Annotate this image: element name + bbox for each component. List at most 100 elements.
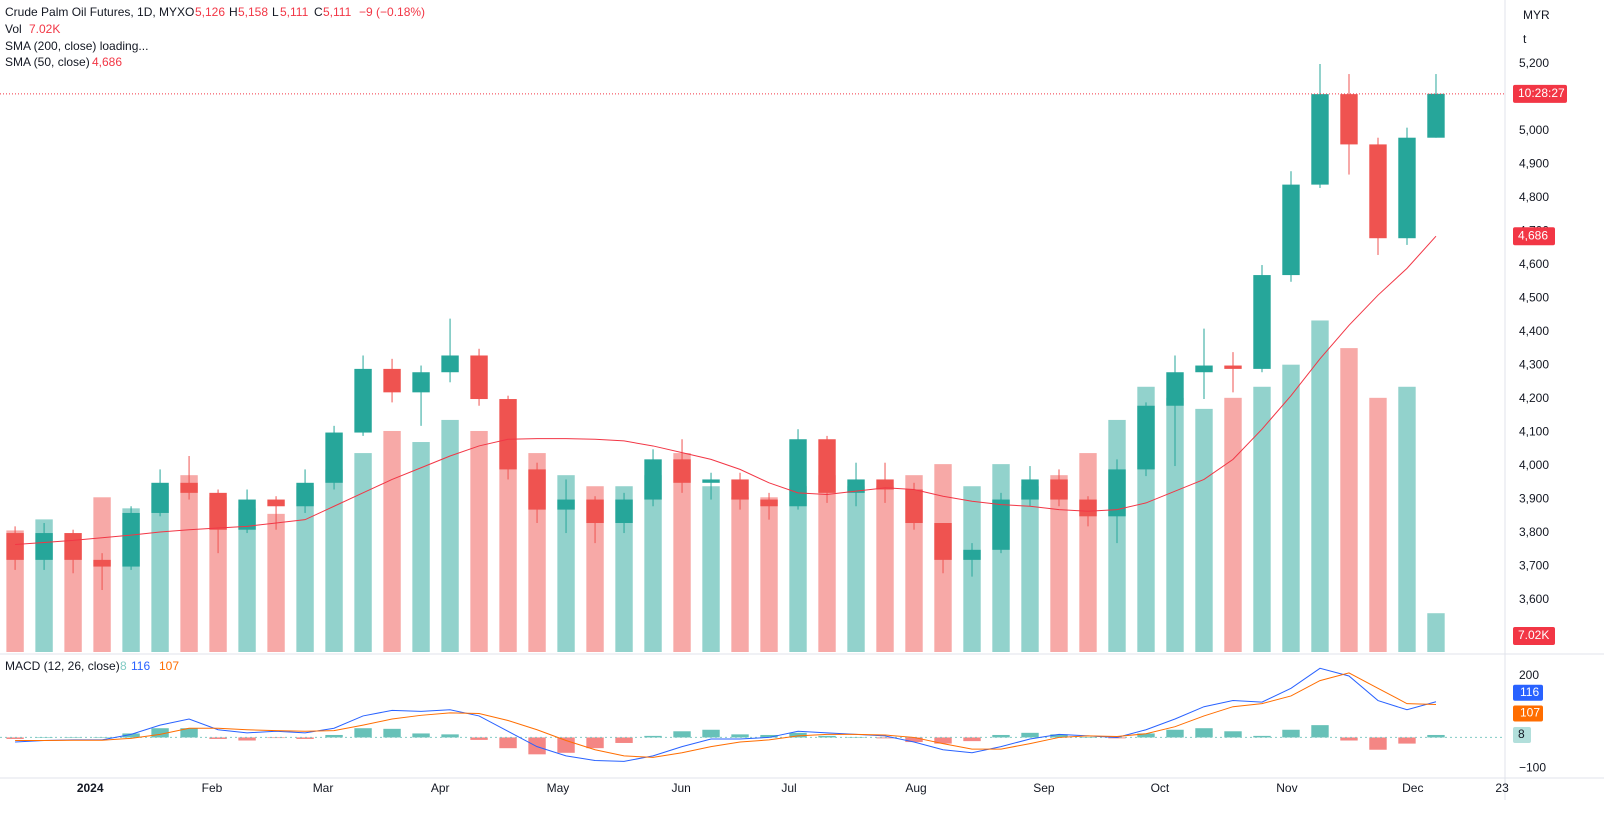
- volume-bar: [1079, 453, 1097, 652]
- candle-body: [934, 523, 952, 560]
- study-name: SMA (50, close): [5, 55, 90, 69]
- macd-histogram-bar: [1398, 737, 1416, 744]
- candle-body: [238, 499, 256, 530]
- candle-body: [354, 368, 372, 433]
- macd-histogram-bar: [64, 737, 82, 738]
- y-tick-label: 3,900: [1519, 492, 1549, 506]
- macd-histogram-bar: [238, 737, 256, 741]
- unit: t: [1523, 32, 1527, 46]
- volume-bar: [1427, 613, 1445, 652]
- y-tick-label: 4,300: [1519, 358, 1549, 372]
- legend-o: O: [185, 5, 194, 19]
- y-tick-label: −100: [1519, 760, 1546, 774]
- volume-bar: [6, 530, 24, 652]
- volume-bar: [1398, 386, 1416, 652]
- volume-bar: [151, 486, 169, 652]
- volume-bar: [180, 475, 198, 652]
- candle-body: [1079, 499, 1097, 517]
- labels: 2024 Feb Mar Apr May Jun Jul Aug Sep Oct Nov Dec 23 3…: [77, 56, 1567, 795]
- y-tick-label: 5,200: [1519, 56, 1549, 70]
- x-tick-label: Feb: [202, 781, 223, 795]
- macd-line-axis-label: 116: [1520, 685, 1539, 699]
- macd-histogram-bar: [470, 737, 488, 740]
- macd-histogram-bar: [383, 728, 401, 738]
- y-tick-label: 4,400: [1519, 324, 1549, 338]
- volume-value: 7.02K: [29, 22, 60, 36]
- candle-body: [296, 482, 314, 507]
- candle-body: [1253, 275, 1271, 369]
- y-tick-label: 200: [1519, 668, 1539, 682]
- candle-body: [1108, 469, 1126, 517]
- histogram-axis-label: 8: [1518, 727, 1525, 741]
- volume-bar: [1340, 348, 1358, 652]
- volume-bar: [1282, 364, 1300, 652]
- volume-bar: [325, 469, 343, 652]
- macd-line-axis-box: [1513, 684, 1543, 701]
- macd-histogram-bar: [818, 735, 836, 738]
- x-tick-label: 2024: [77, 781, 104, 795]
- macd-histogram-bar: [441, 734, 459, 738]
- volume-bar: [1369, 397, 1387, 652]
- plot: [0, 63, 1505, 762]
- candle-body: [122, 512, 140, 567]
- y-tick-label: 5,000: [1519, 123, 1549, 137]
- candle-body: [528, 469, 546, 510]
- candle-body: [731, 479, 749, 500]
- candle-body: [1369, 144, 1387, 239]
- macd-histogram-bar: [1340, 737, 1358, 741]
- volume-bar: [267, 513, 285, 652]
- x-tick-label: 23: [1495, 781, 1509, 795]
- candle-body: [267, 499, 285, 507]
- x-tick-label: Aug: [905, 781, 926, 795]
- macd-histogram-bar: [412, 733, 430, 738]
- legend-low: 5,111: [280, 5, 309, 19]
- volume-name: Vol: [5, 22, 22, 36]
- volume-bar: [383, 430, 401, 652]
- macd-histogram-bar: [122, 733, 140, 738]
- candle-body: [702, 479, 720, 483]
- x-tick-label: Dec: [1402, 781, 1423, 795]
- volume-bar: [354, 453, 372, 652]
- countdown-label: 10:28:27: [1518, 86, 1565, 100]
- candle-body: [1050, 479, 1068, 500]
- candle-body: [383, 368, 401, 393]
- macd-histogram-bar: [180, 728, 198, 738]
- study-axis-box: [1513, 227, 1555, 246]
- x-tick-label: Jun: [671, 781, 690, 795]
- legend-open: 5,126: [195, 5, 225, 19]
- y-tick-label: 4,100: [1519, 425, 1549, 439]
- macd-histogram-bar: [93, 737, 111, 738]
- legend-change: −9 (−0.18%): [359, 5, 425, 19]
- candle-body: [1137, 405, 1155, 470]
- macd-histogram-bar: [1137, 733, 1155, 738]
- candle-body: [64, 533, 82, 560]
- macd-hist-value: 8: [120, 659, 127, 673]
- histogram-axis-box: [1513, 726, 1531, 743]
- volume-bar: [238, 508, 256, 652]
- macd-histogram-bar: [586, 737, 604, 749]
- countdown-box: [1513, 84, 1567, 103]
- macd-histogram-bar: [1166, 729, 1184, 738]
- macd-histogram-bar: [760, 734, 778, 738]
- legend-high: 5,158: [238, 5, 268, 19]
- volume-bar: [209, 497, 227, 652]
- candle-body: [1224, 365, 1242, 369]
- macd-histogram-bar: [1253, 735, 1271, 738]
- candle-body: [209, 492, 227, 530]
- candle-body: [1195, 365, 1213, 373]
- legend-h: H: [229, 5, 238, 19]
- volume-bar: [760, 497, 778, 652]
- x-tick-label: Nov: [1276, 781, 1297, 795]
- y-tick-label: 4,200: [1519, 391, 1549, 405]
- candle-body: [673, 459, 691, 483]
- volume-bar: [499, 442, 517, 652]
- candle-body: [1398, 137, 1416, 239]
- candle-body: [789, 439, 807, 507]
- volume-bar: [296, 486, 314, 652]
- macd-histogram-bar: [209, 737, 227, 739]
- macd-histogram-bar: [354, 728, 372, 738]
- macd-histogram-bar: [615, 737, 633, 743]
- macd-name: MACD (12, 26, close): [5, 659, 120, 673]
- macd-histogram-bar: [557, 737, 575, 753]
